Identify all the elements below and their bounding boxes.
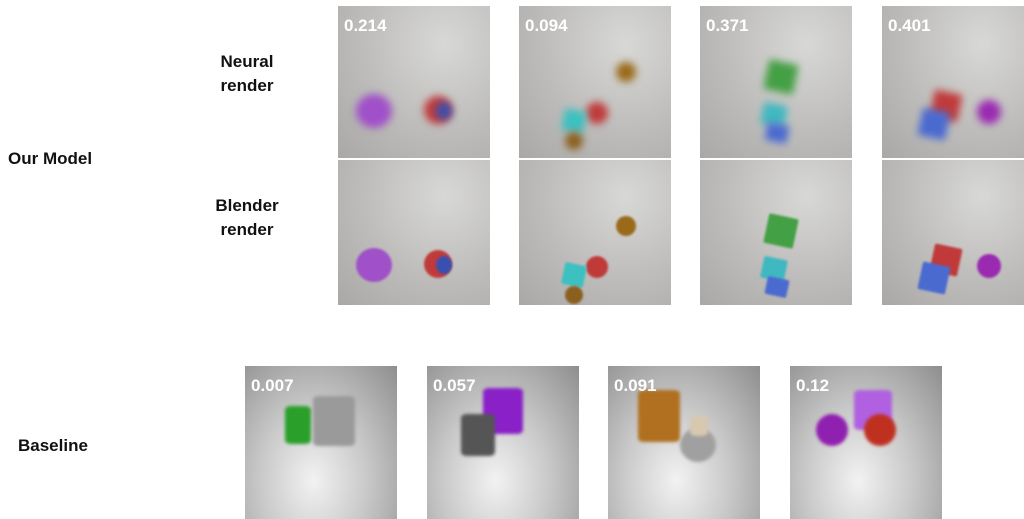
object [285, 406, 311, 444]
image [338, 160, 490, 305]
score: 0.12 [796, 376, 830, 395]
image: 0.091 [608, 366, 760, 519]
object [638, 390, 680, 442]
object [763, 213, 799, 249]
object [565, 132, 583, 150]
object [586, 256, 608, 278]
object [616, 62, 636, 82]
object [313, 396, 355, 446]
image: 0.094 [519, 6, 671, 158]
object [816, 414, 848, 446]
score: 0.091 [614, 376, 657, 395]
score: 0.214 [344, 16, 387, 35]
object [977, 254, 1001, 278]
object [616, 216, 636, 236]
image [882, 160, 1024, 305]
object [864, 414, 896, 446]
object [764, 275, 790, 299]
object [461, 414, 495, 456]
object [763, 59, 799, 95]
score: 0.401 [888, 16, 931, 35]
row-label: Baseline [18, 436, 88, 455]
object [764, 121, 790, 145]
object [586, 102, 608, 124]
score: 0.371 [706, 16, 749, 35]
score: 0.007 [251, 376, 294, 395]
image: 0.401 [882, 6, 1024, 158]
row-label: Neural render [220, 52, 274, 95]
image: 0.214 [338, 6, 490, 158]
object [977, 100, 1001, 124]
score: 0.094 [525, 16, 568, 35]
image [519, 160, 671, 305]
image: 0.057 [427, 366, 579, 519]
image: 0.371 [700, 6, 852, 158]
row-label: Blender render [215, 196, 279, 239]
score: 0.057 [433, 376, 476, 395]
object [356, 248, 392, 282]
image: 0.12 [790, 366, 942, 519]
object [917, 107, 951, 141]
object [690, 416, 708, 436]
object [565, 286, 583, 304]
object [436, 102, 452, 120]
object [560, 107, 588, 135]
row-label: Our Model [8, 149, 93, 168]
image: 0.007 [245, 366, 397, 519]
object [356, 94, 392, 128]
object [917, 261, 951, 295]
object [560, 261, 588, 289]
image [700, 160, 852, 305]
object [436, 256, 452, 274]
